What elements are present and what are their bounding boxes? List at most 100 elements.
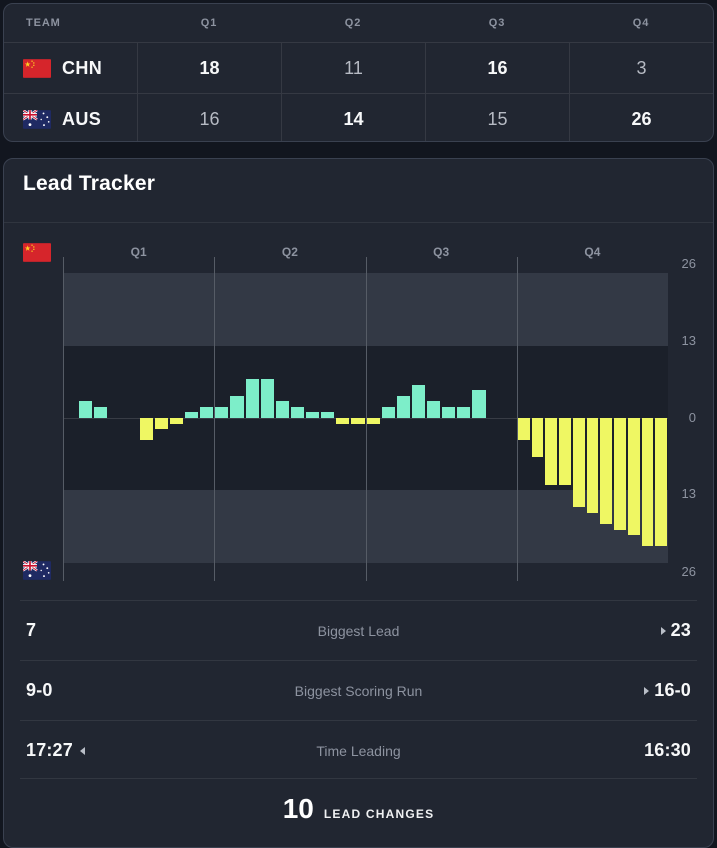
team-cell: CHN [4,43,137,93]
stat-left-value: 17:27 [26,740,73,760]
lead-bar-chn [381,407,395,418]
chart-bar-slot [586,273,600,563]
chart-bar-slot [544,273,558,563]
lead-bar-chn [290,407,304,418]
stat-left-value-wrap: 9-0 [20,680,275,701]
chart-bar-slot [350,273,365,563]
chart-bar-slot [426,273,441,563]
chart-bar-slot [320,273,335,563]
lead-chart-quarters [63,273,668,563]
australia-flag-icon [23,561,51,580]
lead-bar-aus [614,418,626,530]
chart-bar-slot [154,273,169,563]
chart-bar-slot [471,273,486,563]
lead-bar-chn [275,401,289,418]
chart-bar-slot [139,273,154,563]
lead-bar-aus [572,418,585,507]
lead-tracker-card: Lead Tracker Q1 Q2 Q3 Q4 26 13 0 13 26 7 Biggest… [3,158,714,848]
lead-bar-chn [230,396,244,418]
lead-bar-aus [139,418,153,440]
lead-bar-aus [641,418,654,546]
score-cell: 15 [425,94,569,141]
stat-left-value-wrap: 7 [20,620,298,641]
lead-changes-value: 10 [282,793,314,824]
chart-bar-slot [290,273,305,563]
chart-bar-slot [199,273,214,563]
chart-bar-slot [613,273,627,563]
score-table-header: TEAM Q1 Q2 Q3 Q4 [4,4,713,43]
chart-bar-slot [411,273,426,563]
chart-bar-slot [487,273,502,563]
chart-quarter-q1 [63,273,214,563]
column-header-q3: Q3 [488,17,506,29]
chart-bar-slot [169,273,184,563]
column-header-q1: Q1 [200,17,218,29]
stat-right-value: 16:30 [644,740,691,760]
chart-bar-slot [335,273,350,563]
stat-left-value: 7 [26,620,37,640]
divider [4,222,713,223]
axis-tick-label: 13 [681,486,696,501]
score-cell: 16 [425,43,569,93]
lead-bar-chn [260,379,274,418]
lead-bar-aus [169,418,183,424]
quarter-gridline [516,257,518,581]
stat-right-value-wrap: 16-0 [442,680,697,701]
lead-bar-chn [94,407,108,418]
chart-quarter-label-q4: Q4 [584,245,601,259]
chart-quarter-label-q2: Q2 [281,245,298,259]
lead-tracker-stats: 7 Biggest Lead 23 9-0 Biggest Scoring Run 16-… [20,600,697,780]
chart-quarter-q3 [366,273,517,563]
score-cell: 18 [137,43,281,93]
lead-bar-aus [545,418,557,485]
lead-bar-aus [154,418,168,429]
stat-right-value: 23 [670,620,691,640]
lead-bar-chn [306,412,320,418]
chart-bar-slot [558,273,572,563]
lead-bar-chn [185,412,199,418]
column-header-q4: Q4 [632,17,650,29]
chart-bar-slot [124,273,139,563]
china-flag-icon [23,58,51,78]
stat-label: Time Leading [316,742,401,759]
chart-bar-slot [184,273,199,563]
axis-tick-label: 26 [681,256,696,271]
lead-bar-aus [517,418,530,440]
lead-bar-chn [442,407,456,418]
chart-bar-slot [63,273,78,563]
chart-bar-slot [305,273,320,563]
chart-bar-slot [396,273,411,563]
score-cell: 16 [137,94,281,141]
chart-bar-slot [93,273,108,563]
lead-bar-aus [351,418,365,424]
chart-bar-slot [275,273,290,563]
chart-bar-slot [366,273,381,563]
chart-bar-slot [627,273,641,563]
lead-tracker-title: Lead Tracker [23,172,156,195]
lead-bar-aus [336,418,350,424]
quarter-gridline [63,257,64,581]
lead-changes-row: 10 LEAD CHANGES [20,778,697,840]
lead-changes-label: LEAD CHANGES [323,807,435,821]
chart-bar-slot [572,273,586,563]
score-cell: 3 [569,43,713,93]
axis-tick-label: 0 [688,410,696,425]
lead-bar-chn [427,401,441,418]
chart-bar-slot [108,273,123,563]
chart-bar-slot [599,273,613,563]
chart-bar-slot [381,273,396,563]
score-cell: 11 [281,43,425,93]
lead-bar-aus [531,418,544,457]
chart-quarter-q4 [517,273,668,563]
lead-bar-aus [559,418,571,485]
chart-bar-slot [214,273,229,563]
chart-bar-slot [517,273,531,563]
lead-bar-aus [586,418,599,513]
stat-row: 9-0 Biggest Scoring Run 16-0 [20,660,697,720]
column-header-q2: Q2 [344,17,362,29]
lead-bar-chn [245,379,259,418]
lead-bar-chn [411,385,425,418]
quarter-gridline [214,257,216,581]
chart-bar-slot [641,273,655,563]
